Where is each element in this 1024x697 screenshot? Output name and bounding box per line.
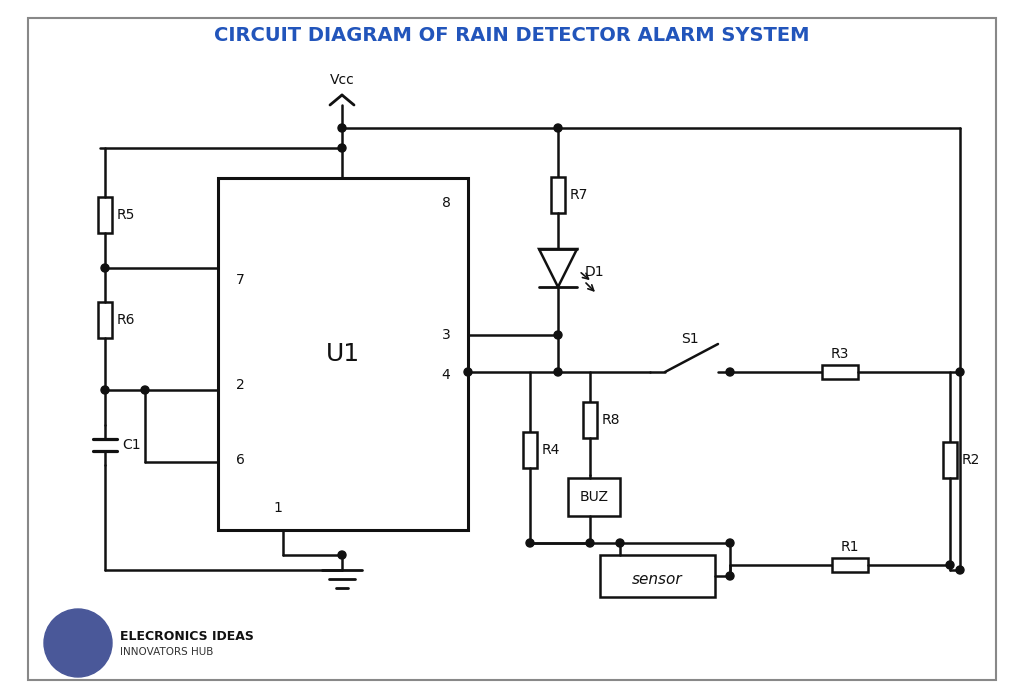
Circle shape xyxy=(101,264,109,272)
Circle shape xyxy=(338,124,346,132)
Circle shape xyxy=(141,386,150,394)
Text: R4: R4 xyxy=(542,443,560,457)
Text: CIRCUIT DIAGRAM OF RAIN DETECTOR ALARM SYSTEM: CIRCUIT DIAGRAM OF RAIN DETECTOR ALARM S… xyxy=(214,26,810,45)
Text: R6: R6 xyxy=(117,313,135,327)
Bar xyxy=(583,402,597,438)
Circle shape xyxy=(44,609,112,677)
Bar xyxy=(98,197,112,233)
Bar xyxy=(218,178,468,530)
Bar xyxy=(822,365,858,379)
Text: 3: 3 xyxy=(441,328,451,342)
Circle shape xyxy=(101,386,109,394)
Text: ELECRONICS IDEAS: ELECRONICS IDEAS xyxy=(120,631,254,643)
Text: R5: R5 xyxy=(117,208,135,222)
Bar xyxy=(831,558,868,572)
Text: 8: 8 xyxy=(441,196,451,210)
Circle shape xyxy=(554,124,562,132)
Circle shape xyxy=(726,539,734,547)
Circle shape xyxy=(526,539,534,547)
Circle shape xyxy=(726,368,734,376)
Circle shape xyxy=(586,539,594,547)
Bar xyxy=(551,177,565,213)
Bar xyxy=(943,442,957,478)
Text: D1: D1 xyxy=(585,265,604,279)
Text: R3: R3 xyxy=(830,347,849,361)
Circle shape xyxy=(338,144,346,152)
Bar xyxy=(568,478,620,516)
Text: U1: U1 xyxy=(326,342,360,366)
Text: R8: R8 xyxy=(602,413,621,427)
Text: Vcc: Vcc xyxy=(330,73,354,87)
Circle shape xyxy=(946,561,954,569)
Circle shape xyxy=(956,368,964,376)
Text: C1: C1 xyxy=(122,438,140,452)
Text: 1: 1 xyxy=(273,501,283,515)
Text: 7: 7 xyxy=(236,273,245,287)
Circle shape xyxy=(616,539,624,547)
Text: R7: R7 xyxy=(570,188,589,202)
Text: S1: S1 xyxy=(681,332,698,346)
Text: R2: R2 xyxy=(962,453,980,467)
Text: R1: R1 xyxy=(841,540,859,554)
Text: BUZ: BUZ xyxy=(580,490,608,504)
Bar xyxy=(600,555,715,597)
Text: 2: 2 xyxy=(236,378,245,392)
Circle shape xyxy=(554,368,562,376)
Circle shape xyxy=(554,331,562,339)
Circle shape xyxy=(956,566,964,574)
Text: 4: 4 xyxy=(441,368,451,382)
Bar xyxy=(98,302,112,338)
Circle shape xyxy=(464,368,472,376)
Text: INNOVATORS HUB: INNOVATORS HUB xyxy=(120,647,213,657)
Circle shape xyxy=(338,551,346,559)
Text: 6: 6 xyxy=(236,453,245,467)
Circle shape xyxy=(726,572,734,580)
Text: sensor: sensor xyxy=(632,572,683,586)
Bar xyxy=(523,432,537,468)
